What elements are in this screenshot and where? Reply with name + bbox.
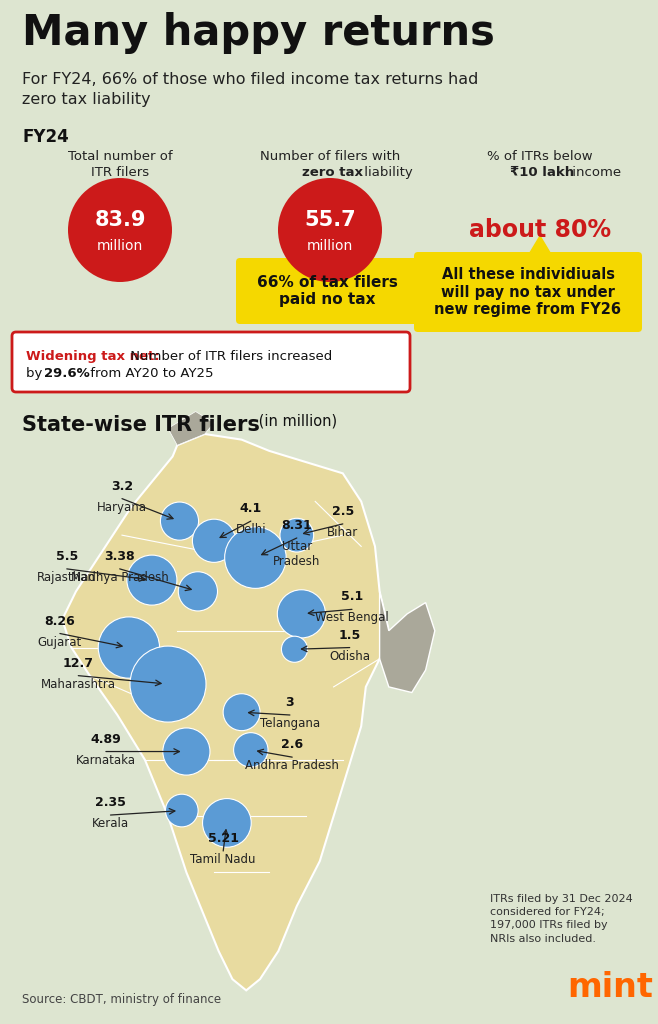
Text: 8.31: 8.31	[282, 519, 312, 532]
Text: Many happy returns: Many happy returns	[22, 12, 495, 54]
Text: 3.38: 3.38	[105, 550, 135, 563]
Text: 4.89: 4.89	[91, 732, 121, 745]
Text: 55.7: 55.7	[304, 210, 356, 230]
Text: State-wise ITR filers: State-wise ITR filers	[22, 415, 260, 435]
Text: 66% of tax filers
paid no tax: 66% of tax filers paid no tax	[257, 274, 398, 307]
Text: Uttar
Pradesh: Uttar Pradesh	[273, 540, 320, 568]
Text: Total number of: Total number of	[68, 150, 172, 163]
Ellipse shape	[223, 693, 260, 731]
Polygon shape	[63, 434, 389, 990]
Polygon shape	[168, 412, 214, 445]
Text: FY24: FY24	[22, 128, 68, 146]
Text: Maharashtra: Maharashtra	[41, 678, 116, 690]
Text: about 80%: about 80%	[469, 218, 611, 242]
Text: 5.21: 5.21	[208, 833, 239, 845]
Text: Rajasthan: Rajasthan	[38, 571, 96, 584]
Text: 8.26: 8.26	[45, 614, 75, 628]
Text: Karnataka: Karnataka	[76, 754, 136, 767]
Text: Kerala: Kerala	[92, 817, 129, 830]
Text: 5.5: 5.5	[56, 550, 78, 563]
Text: 83.9: 83.9	[94, 210, 146, 230]
Ellipse shape	[282, 636, 307, 663]
Text: Source: CBDT, ministry of finance: Source: CBDT, ministry of finance	[22, 993, 221, 1006]
Text: mint: mint	[567, 971, 653, 1004]
Text: Gujarat: Gujarat	[38, 636, 82, 648]
Text: million: million	[307, 239, 353, 253]
Ellipse shape	[192, 519, 236, 562]
Ellipse shape	[68, 178, 172, 282]
Ellipse shape	[203, 799, 251, 847]
Text: (in million): (in million)	[254, 413, 337, 428]
Polygon shape	[380, 592, 435, 692]
Text: ₹10 lakh: ₹10 lakh	[510, 166, 574, 179]
Ellipse shape	[165, 795, 198, 827]
Ellipse shape	[178, 571, 218, 611]
Text: Bihar: Bihar	[327, 526, 359, 539]
Ellipse shape	[98, 616, 159, 678]
Text: by: by	[26, 367, 47, 380]
Text: 3: 3	[286, 696, 294, 709]
Text: from AY20 to AY25: from AY20 to AY25	[86, 367, 213, 380]
Ellipse shape	[163, 728, 210, 775]
Text: Widening tax net:: Widening tax net:	[26, 350, 160, 362]
Text: 2.5: 2.5	[332, 505, 354, 518]
Text: ITRs filed by 31 Dec 2024
considered for FY24;
197,000 ITRs filed by
NRIs also i: ITRs filed by 31 Dec 2024 considered for…	[490, 894, 633, 943]
Text: Andhra Pradesh: Andhra Pradesh	[245, 759, 339, 772]
Text: Telangana: Telangana	[260, 717, 320, 730]
Text: 29.6%: 29.6%	[44, 367, 89, 380]
Text: 1.5: 1.5	[339, 629, 361, 642]
Text: Number of ITR filers increased: Number of ITR filers increased	[126, 350, 332, 362]
Text: Delhi: Delhi	[236, 523, 266, 537]
Text: income: income	[568, 166, 621, 179]
Polygon shape	[318, 242, 342, 262]
Ellipse shape	[161, 502, 199, 541]
Polygon shape	[528, 236, 552, 256]
Text: million: million	[97, 239, 143, 253]
FancyBboxPatch shape	[236, 258, 419, 324]
Text: 4.1: 4.1	[240, 502, 262, 515]
Text: 2.35: 2.35	[95, 796, 126, 809]
Text: Number of filers with: Number of filers with	[260, 150, 400, 163]
Ellipse shape	[277, 590, 326, 638]
Text: zero tax: zero tax	[302, 166, 363, 179]
Ellipse shape	[224, 527, 286, 589]
Ellipse shape	[234, 732, 268, 767]
Text: liability: liability	[360, 166, 413, 179]
Text: West Bengal: West Bengal	[315, 611, 389, 625]
Text: Haryana: Haryana	[97, 501, 147, 514]
Text: 5.1: 5.1	[341, 591, 363, 603]
Ellipse shape	[127, 555, 177, 605]
Text: ITR filers: ITR filers	[91, 166, 149, 179]
Text: Madhya Pradesh: Madhya Pradesh	[71, 571, 168, 584]
Text: All these individiuals
will pay no tax under
new regime from FY26: All these individiuals will pay no tax u…	[434, 267, 622, 316]
Ellipse shape	[130, 646, 206, 722]
FancyBboxPatch shape	[414, 252, 642, 332]
Ellipse shape	[280, 518, 314, 552]
Text: 3.2: 3.2	[111, 479, 133, 493]
Text: % of ITRs below: % of ITRs below	[487, 150, 593, 163]
Text: Odisha: Odisha	[329, 649, 370, 663]
Text: 2.6: 2.6	[281, 738, 303, 752]
Text: Tamil Nadu: Tamil Nadu	[190, 853, 256, 866]
Ellipse shape	[278, 178, 382, 282]
Text: For FY24, 66% of those who filed income tax returns had
zero tax liability: For FY24, 66% of those who filed income …	[22, 72, 478, 108]
Text: 12.7: 12.7	[63, 656, 94, 670]
FancyBboxPatch shape	[12, 332, 410, 392]
